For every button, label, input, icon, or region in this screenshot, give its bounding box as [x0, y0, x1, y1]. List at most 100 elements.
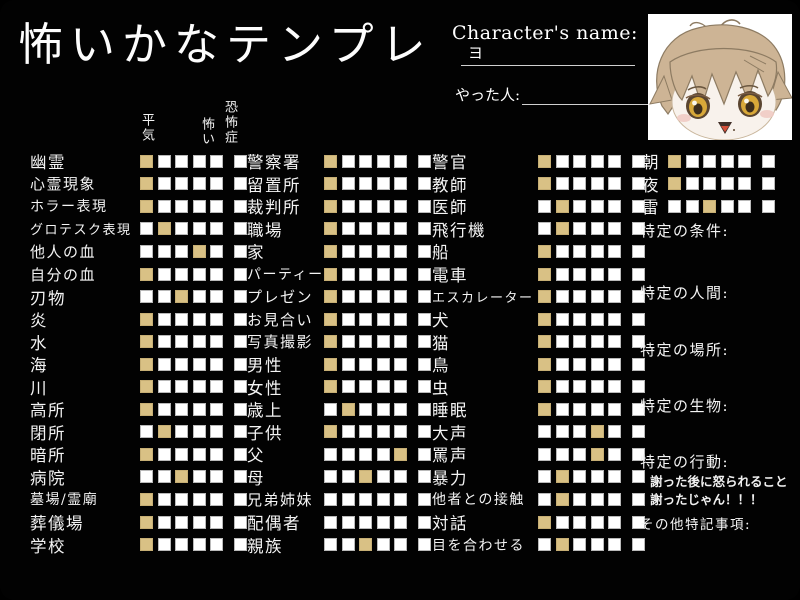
checkbox[interactable]	[175, 538, 188, 552]
checkbox[interactable]	[324, 222, 337, 236]
checkbox[interactable]	[394, 177, 407, 191]
checkbox[interactable]	[175, 492, 188, 506]
checkbox[interactable]	[538, 402, 551, 416]
checkbox[interactable]	[233, 199, 247, 213]
checkbox[interactable]	[590, 492, 604, 506]
checkbox[interactable]	[631, 154, 645, 168]
checkbox[interactable]	[555, 357, 569, 371]
checkbox[interactable]	[233, 492, 247, 506]
checkbox[interactable]	[157, 492, 171, 506]
checkbox[interactable]	[555, 154, 569, 168]
checkbox[interactable]	[590, 447, 604, 461]
checkbox[interactable]	[192, 515, 206, 529]
checkbox[interactable]	[175, 470, 188, 484]
checkbox[interactable]	[394, 515, 407, 529]
checkbox[interactable]	[555, 380, 569, 394]
checkbox[interactable]	[359, 425, 372, 439]
checkbox[interactable]	[192, 267, 206, 281]
checkbox[interactable]	[590, 380, 604, 394]
checkbox[interactable]	[157, 515, 171, 529]
checkbox[interactable]	[538, 290, 551, 304]
checkbox[interactable]	[376, 402, 390, 416]
checkbox[interactable]	[210, 425, 223, 439]
checkbox[interactable]	[192, 357, 206, 371]
checkbox[interactable]	[590, 290, 604, 304]
checkbox[interactable]	[210, 492, 223, 506]
checkbox[interactable]	[192, 470, 206, 484]
checkbox[interactable]	[157, 290, 171, 304]
checkbox[interactable]	[394, 492, 407, 506]
checkbox[interactable]	[573, 357, 586, 371]
checkbox[interactable]	[341, 425, 355, 439]
checkbox[interactable]	[631, 425, 645, 439]
checkbox[interactable]	[140, 538, 153, 552]
checkbox[interactable]	[555, 470, 569, 484]
checkbox[interactable]	[359, 267, 372, 281]
checkbox[interactable]	[157, 177, 171, 191]
checkbox[interactable]	[341, 222, 355, 236]
checkbox[interactable]	[417, 402, 431, 416]
checkbox[interactable]	[720, 199, 734, 213]
checkbox[interactable]	[608, 515, 621, 529]
checkbox[interactable]	[590, 515, 604, 529]
checkbox[interactable]	[417, 312, 431, 326]
checkbox[interactable]	[359, 312, 372, 326]
checkbox[interactable]	[376, 177, 390, 191]
checkbox[interactable]	[175, 335, 188, 349]
checkbox[interactable]	[761, 199, 775, 213]
checkbox[interactable]	[394, 154, 407, 168]
checkbox[interactable]	[359, 357, 372, 371]
checkbox[interactable]	[573, 538, 586, 552]
checkbox[interactable]	[685, 154, 699, 168]
checkbox[interactable]	[394, 470, 407, 484]
checkbox[interactable]	[210, 267, 223, 281]
checkbox[interactable]	[703, 199, 716, 213]
checkbox[interactable]	[738, 154, 751, 168]
checkbox[interactable]	[175, 357, 188, 371]
checkbox[interactable]	[538, 357, 551, 371]
checkbox[interactable]	[140, 447, 153, 461]
checkbox[interactable]	[394, 380, 407, 394]
checkbox[interactable]	[175, 425, 188, 439]
checkbox[interactable]	[376, 515, 390, 529]
checkbox[interactable]	[359, 380, 372, 394]
checkbox[interactable]	[140, 290, 153, 304]
checkbox[interactable]	[538, 515, 551, 529]
checkbox[interactable]	[394, 222, 407, 236]
checkbox[interactable]	[341, 492, 355, 506]
checkbox[interactable]	[608, 154, 621, 168]
checkbox[interactable]	[394, 267, 407, 281]
checkbox[interactable]	[573, 515, 586, 529]
checkbox[interactable]	[417, 470, 431, 484]
checkbox[interactable]	[631, 470, 645, 484]
checkbox[interactable]	[608, 380, 621, 394]
checkbox[interactable]	[341, 244, 355, 258]
checkbox[interactable]	[538, 492, 551, 506]
checkbox[interactable]	[341, 538, 355, 552]
checkbox[interactable]	[140, 335, 153, 349]
checkbox[interactable]	[417, 492, 431, 506]
checkbox[interactable]	[376, 290, 390, 304]
checkbox[interactable]	[157, 357, 171, 371]
checkbox[interactable]	[140, 357, 153, 371]
checkbox[interactable]	[417, 357, 431, 371]
checkbox[interactable]	[192, 402, 206, 416]
checkbox[interactable]	[359, 244, 372, 258]
checkbox[interactable]	[157, 447, 171, 461]
checkbox[interactable]	[359, 177, 372, 191]
checkbox[interactable]	[376, 199, 390, 213]
checkbox[interactable]	[192, 380, 206, 394]
checkbox[interactable]	[140, 244, 153, 258]
checkbox[interactable]	[324, 199, 337, 213]
checkbox[interactable]	[631, 267, 645, 281]
checkbox[interactable]	[157, 222, 171, 236]
checkbox[interactable]	[192, 447, 206, 461]
checkbox[interactable]	[573, 447, 586, 461]
checkbox[interactable]	[555, 447, 569, 461]
checkbox[interactable]	[210, 357, 223, 371]
checkbox[interactable]	[175, 312, 188, 326]
checkbox[interactable]	[590, 177, 604, 191]
checkbox[interactable]	[175, 199, 188, 213]
checkbox[interactable]	[210, 312, 223, 326]
checkbox[interactable]	[573, 267, 586, 281]
